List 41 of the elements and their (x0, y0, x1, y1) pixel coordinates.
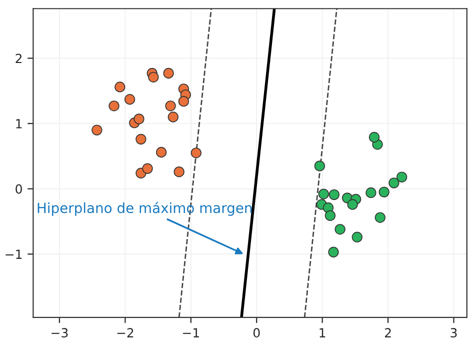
point (156, 146, 167, 158)
point (378, 186, 390, 198)
y-tick-label: 0 (16, 184, 22, 194)
point (334, 224, 346, 235)
point (318, 188, 329, 200)
point (174, 166, 184, 178)
y-tick-label: −1 (6, 250, 22, 259)
x-tick-label: 3 (450, 328, 457, 338)
point (108, 100, 120, 112)
y-tick-label: 2 (16, 54, 22, 63)
x-tick-label: 2 (384, 328, 391, 338)
point (165, 100, 176, 112)
point (328, 189, 340, 200)
x-tick-label: −3 (52, 328, 68, 338)
point (136, 134, 146, 145)
x-tick-label: −1 (183, 328, 199, 338)
point (92, 124, 102, 136)
point (190, 148, 202, 158)
point (114, 82, 126, 92)
point (124, 94, 136, 105)
point (148, 72, 159, 82)
point (314, 160, 326, 172)
point (328, 246, 339, 258)
x-tick-label: 1 (320, 328, 326, 338)
point (163, 68, 174, 79)
point (352, 232, 362, 242)
point (178, 96, 189, 107)
point (368, 132, 380, 143)
point (347, 199, 358, 210)
x-tick-label: −2 (117, 328, 134, 338)
point (168, 112, 178, 122)
annotation: Hiperplano de máximo margen (38, 202, 252, 216)
x-tick-label: 0 (253, 328, 260, 338)
point (374, 212, 386, 223)
y-tick-label: 1 (16, 119, 22, 128)
point (134, 114, 144, 124)
point (142, 163, 153, 174)
point (388, 178, 400, 188)
point (396, 172, 408, 182)
point (366, 187, 376, 198)
point (324, 210, 336, 221)
